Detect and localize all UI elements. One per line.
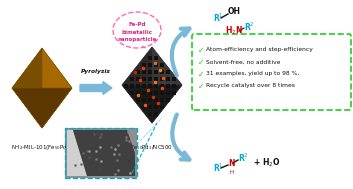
- Text: R$^1$: R$^1$: [213, 12, 224, 24]
- Text: R$^2$: R$^2$: [238, 152, 249, 164]
- Polygon shape: [12, 88, 72, 128]
- Bar: [154, 63, 158, 67]
- Bar: [154, 105, 158, 109]
- Polygon shape: [122, 47, 182, 123]
- Bar: [160, 63, 164, 67]
- Bar: [148, 77, 152, 81]
- Text: Solvent-free, no additive: Solvent-free, no additive: [206, 60, 280, 64]
- Text: R$^2$: R$^2$: [244, 21, 255, 33]
- Bar: [154, 91, 158, 95]
- Bar: [136, 91, 140, 95]
- Text: H$_2$N: H$_2$N: [225, 25, 243, 37]
- Text: H: H: [229, 170, 233, 174]
- Bar: [154, 98, 158, 102]
- Bar: [148, 105, 152, 109]
- Bar: [166, 98, 170, 102]
- Polygon shape: [122, 85, 182, 123]
- Bar: [136, 77, 140, 81]
- Bar: [148, 112, 152, 116]
- Bar: [65, 128, 137, 178]
- Bar: [142, 91, 146, 95]
- Bar: [154, 56, 158, 60]
- Bar: [130, 77, 134, 81]
- Text: ✓: ✓: [198, 46, 204, 54]
- Text: ✓: ✓: [198, 81, 204, 91]
- Bar: [154, 77, 158, 81]
- Bar: [148, 56, 152, 60]
- Text: R$^1$: R$^1$: [213, 162, 224, 174]
- Bar: [65, 128, 137, 178]
- Bar: [142, 70, 146, 74]
- Bar: [154, 84, 158, 88]
- Bar: [160, 91, 164, 95]
- Polygon shape: [12, 48, 72, 128]
- Polygon shape: [73, 130, 135, 176]
- Bar: [148, 84, 152, 88]
- Bar: [148, 91, 152, 95]
- Bar: [142, 63, 146, 67]
- Bar: [166, 77, 170, 81]
- Polygon shape: [122, 47, 152, 123]
- Text: + H$_2$O: + H$_2$O: [253, 157, 280, 169]
- Bar: [160, 105, 164, 109]
- Bar: [142, 105, 146, 109]
- Text: 31 examples, yield up to 98 %,: 31 examples, yield up to 98 %,: [206, 71, 299, 77]
- Polygon shape: [152, 47, 182, 123]
- Text: nanoparticle: nanoparticle: [117, 37, 157, 43]
- Bar: [136, 84, 140, 88]
- Bar: [142, 84, 146, 88]
- Bar: [130, 91, 134, 95]
- Bar: [124, 84, 128, 88]
- Text: OH: OH: [228, 8, 241, 16]
- Bar: [160, 70, 164, 74]
- Bar: [172, 77, 176, 81]
- Bar: [166, 70, 170, 74]
- Bar: [142, 98, 146, 102]
- Bar: [142, 77, 146, 81]
- Bar: [160, 98, 164, 102]
- FancyBboxPatch shape: [192, 34, 351, 110]
- Text: ✓: ✓: [198, 70, 204, 78]
- Bar: [154, 70, 158, 74]
- Text: Pyrolysis: Pyrolysis: [81, 70, 111, 74]
- Polygon shape: [12, 48, 42, 128]
- Polygon shape: [42, 48, 72, 128]
- Bar: [166, 84, 170, 88]
- Bar: [148, 70, 152, 74]
- Text: bimetallic: bimetallic: [121, 29, 152, 35]
- Bar: [130, 84, 134, 88]
- Text: ✓: ✓: [198, 57, 204, 67]
- Text: Recycle catalyst over 8 times: Recycle catalyst over 8 times: [206, 84, 295, 88]
- Bar: [172, 91, 176, 95]
- Bar: [148, 98, 152, 102]
- Text: Fe-Pd: Fe-Pd: [128, 22, 146, 26]
- Bar: [172, 84, 176, 88]
- Bar: [154, 112, 158, 116]
- Bar: [136, 98, 140, 102]
- Polygon shape: [67, 130, 87, 176]
- Bar: [166, 91, 170, 95]
- Bar: [160, 77, 164, 81]
- Text: Atom-efficiency and step-efficiency: Atom-efficiency and step-efficiency: [206, 47, 313, 53]
- FancyArrow shape: [80, 81, 112, 94]
- Text: NH$_2$-MIL-101(Fe$_{50}$Pd$_1$): NH$_2$-MIL-101(Fe$_{50}$Pd$_1$): [11, 143, 73, 153]
- Text: Fe$_{50}$Pd$_1$/NC500: Fe$_{50}$Pd$_1$/NC500: [131, 144, 174, 152]
- Bar: [148, 63, 152, 67]
- Text: N: N: [228, 159, 234, 167]
- Bar: [136, 70, 140, 74]
- Bar: [160, 84, 164, 88]
